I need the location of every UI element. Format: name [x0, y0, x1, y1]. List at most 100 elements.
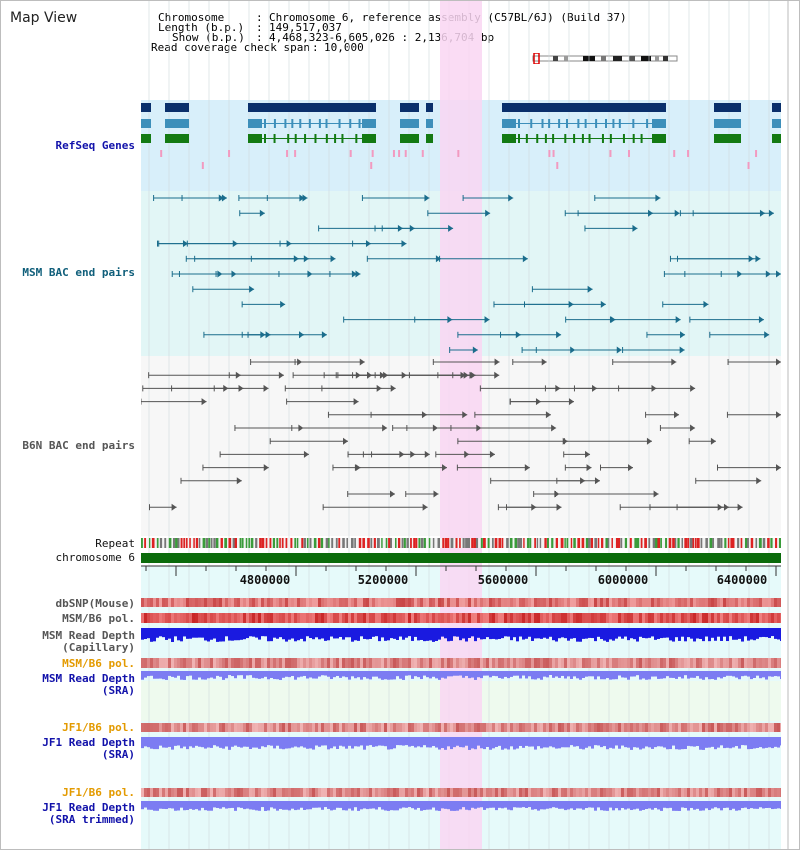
depth-bar	[486, 801, 489, 809]
heat-cell	[342, 613, 345, 623]
page-title: Map View	[10, 10, 78, 26]
depth-bar	[216, 671, 219, 676]
depth-bar	[678, 628, 681, 641]
heat-cell	[657, 598, 660, 607]
heat-cell	[513, 723, 516, 732]
repeat-mark	[220, 538, 223, 548]
position-axis	[141, 565, 781, 576]
gene-marker	[228, 150, 231, 157]
depth-bar	[726, 801, 729, 808]
depth-bar	[267, 737, 270, 746]
heat-cell	[615, 658, 618, 668]
heat-cell	[537, 723, 540, 732]
gene-exon	[564, 134, 567, 143]
depth-bar	[627, 801, 630, 809]
depth-bar	[219, 671, 222, 677]
heat-cell	[426, 658, 429, 668]
heat-cell	[510, 658, 513, 668]
repeat-mark	[250, 538, 254, 548]
heat-cell	[189, 723, 192, 732]
heat-cell	[495, 788, 498, 797]
depth-bar	[405, 628, 408, 638]
heat-cell	[600, 788, 603, 797]
heat-cell	[675, 788, 678, 797]
heat-cell	[267, 788, 270, 797]
heat-cell	[612, 723, 615, 732]
heat-cell	[288, 613, 291, 623]
heat-cell	[594, 658, 597, 668]
heat-cell	[204, 788, 207, 797]
heat-cell	[156, 658, 159, 668]
heat-cell	[381, 658, 384, 668]
depth-bar	[744, 628, 747, 637]
depth-bar	[597, 801, 600, 808]
depth-bar	[321, 671, 324, 676]
depth-bar	[141, 801, 144, 810]
depth-bar	[243, 737, 246, 747]
repeat-mark	[590, 538, 594, 548]
heat-cell	[429, 723, 432, 732]
depth-bar	[303, 628, 306, 642]
heat-cell	[375, 723, 378, 732]
depth-bar	[471, 801, 474, 808]
depth-bar	[531, 737, 534, 747]
genome-track-plot[interactable]	[141, 1, 781, 850]
depth-bar	[765, 628, 768, 638]
heat-cell	[513, 788, 516, 797]
heat-cell	[411, 613, 414, 623]
depth-bar	[483, 628, 486, 640]
heat-cell	[747, 598, 750, 607]
heat-cell	[609, 598, 612, 607]
repeat-mark	[306, 538, 309, 548]
depth-bar	[579, 628, 582, 642]
heat-cell	[375, 613, 378, 623]
heat-cell	[405, 658, 408, 668]
heat-cell	[525, 788, 528, 797]
depth-bar	[750, 628, 753, 640]
depth-bar	[456, 671, 459, 676]
track-label-dbsnp: dbSNP(Mouse)	[55, 597, 135, 610]
heat-cell	[378, 598, 381, 607]
heat-cell	[474, 723, 477, 732]
bac-pair-arrow	[764, 331, 770, 339]
heat-cell	[753, 598, 756, 607]
heat-cell	[462, 723, 465, 732]
depth-bar	[648, 671, 651, 680]
repeat-mark	[418, 538, 421, 548]
depth-bar	[390, 801, 393, 811]
bac-pair-arrow	[776, 411, 781, 419]
heat-cell	[282, 788, 285, 797]
depth-bar	[588, 671, 591, 677]
depth-bar	[606, 671, 609, 679]
depth-bar	[366, 801, 369, 810]
bac-pair-arrow	[776, 270, 781, 278]
depth-bar	[672, 801, 675, 811]
heat-cell	[438, 658, 441, 668]
heat-cell	[363, 598, 366, 607]
depth-bar	[405, 671, 408, 676]
heat-cell	[603, 658, 606, 668]
depth-bar	[441, 737, 444, 749]
heat-cell	[561, 613, 564, 623]
depth-bar	[195, 737, 198, 746]
heat-cell	[348, 598, 351, 607]
heat-cell	[744, 613, 747, 623]
repeat-mark	[294, 538, 297, 548]
repeat-mark	[517, 538, 521, 548]
heat-cell	[306, 613, 309, 623]
repeat-mark	[717, 538, 721, 548]
heat-cell	[369, 658, 372, 668]
depth-bar	[387, 737, 390, 750]
depth-bar	[705, 671, 708, 678]
depth-bar	[339, 671, 342, 678]
heat-cell	[585, 788, 588, 797]
depth-bar	[261, 671, 264, 679]
heat-cell	[537, 598, 540, 607]
depth-bar	[201, 671, 204, 680]
bac-pair-arrow	[422, 503, 428, 511]
gene-exon	[727, 134, 741, 143]
repeat-mark	[346, 538, 349, 548]
heat-cell	[633, 613, 636, 623]
heat-cell	[699, 613, 702, 623]
heat-cell	[354, 598, 357, 607]
